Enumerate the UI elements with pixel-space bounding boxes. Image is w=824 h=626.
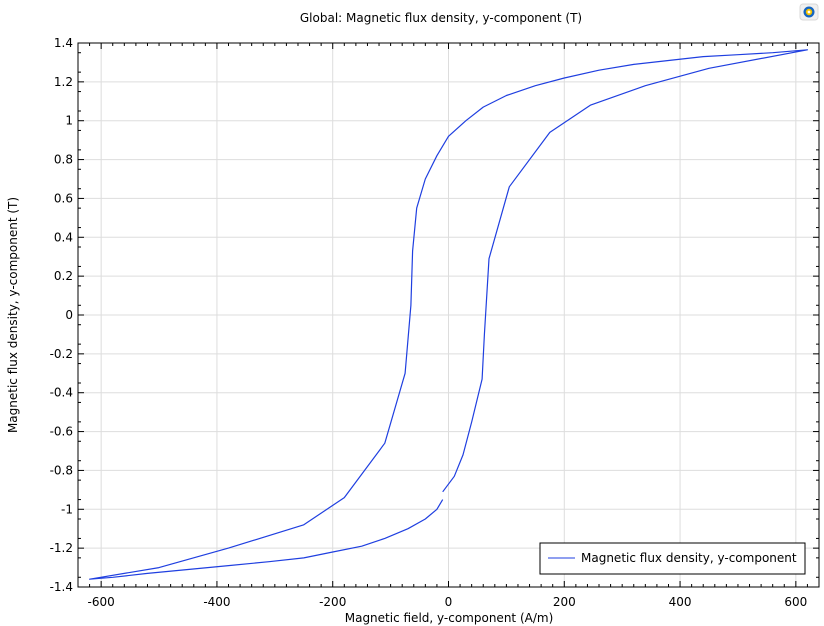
legend-box	[539, 542, 806, 575]
x-tick-label: 400	[669, 595, 692, 609]
x-tick-label: -400	[203, 595, 230, 609]
y-tick-label: 1	[65, 114, 73, 128]
x-tick-label: 200	[553, 595, 576, 609]
comsol-logo-icon[interactable]	[799, 3, 819, 21]
x-tick-label: -200	[319, 595, 346, 609]
x-tick-label: 600	[784, 595, 807, 609]
axis-ticks: -600 -400 -200 0 200 400 600 -1.4 -1.2 -1 -0.8 -0.6…	[50, 36, 819, 609]
legend: Magnetic flux density, y-component	[539, 542, 806, 575]
y-tick-label: -0.6	[50, 425, 73, 439]
x-tick-label: 0	[445, 595, 453, 609]
y-tick-label: -0.8	[50, 463, 73, 477]
chart-title: Global: Magnetic flux density, y-compone…	[300, 11, 582, 25]
grid	[78, 42, 819, 588]
x-tick-label: -600	[88, 595, 115, 609]
series-layer	[88, 49, 809, 580]
series-line	[88, 49, 809, 580]
y-axis-label: Magnetic flux density, y-component (T)	[6, 197, 20, 433]
y-tick-label: -1.4	[50, 580, 73, 594]
y-tick-label: 0	[65, 308, 73, 322]
x-axis-label: Magnetic field, y-component (A/m)	[345, 611, 554, 625]
y-tick-label: 0.4	[54, 230, 73, 244]
y-tick-label: 1.4	[54, 36, 73, 50]
y-tick-label: 0.2	[54, 269, 73, 283]
legend-entry: Magnetic flux density, y-component	[581, 551, 797, 565]
y-tick-label: 0.8	[54, 153, 73, 167]
y-tick-label: -0.2	[50, 347, 73, 361]
y-tick-label: 0.6	[54, 191, 73, 205]
y-tick-label: -1.2	[50, 541, 73, 555]
y-tick-label: -0.4	[50, 386, 73, 400]
y-tick-label: -1	[61, 502, 73, 516]
y-tick-label: 1.2	[54, 75, 73, 89]
